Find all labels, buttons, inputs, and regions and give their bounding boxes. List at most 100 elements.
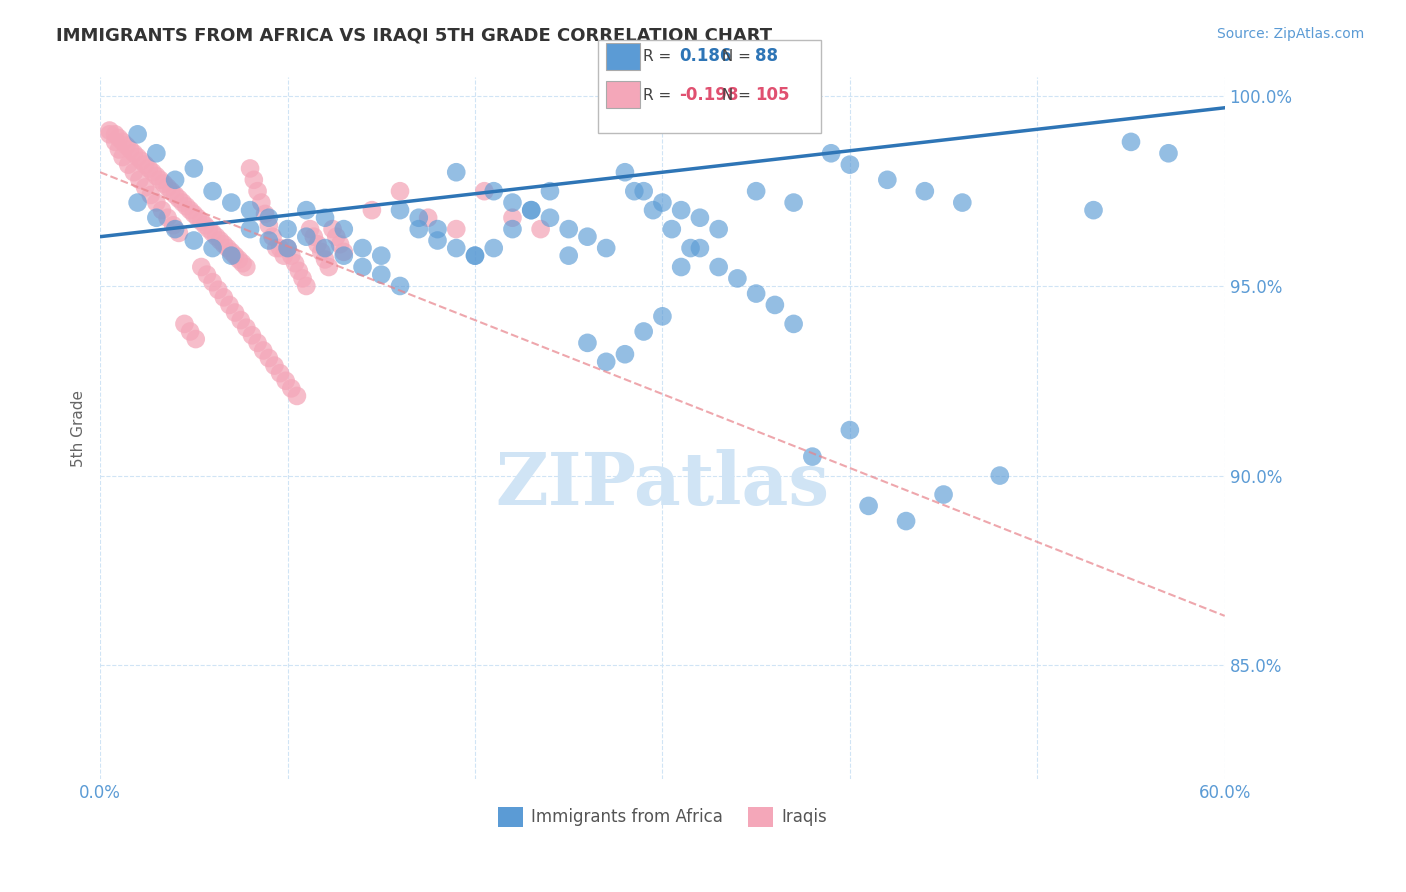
Point — [269, 366, 291, 380]
Point — [179, 203, 201, 218]
Point — [389, 279, 412, 293]
Point — [932, 487, 955, 501]
Point — [280, 249, 302, 263]
Point — [221, 244, 243, 259]
Point — [145, 211, 167, 225]
Point — [426, 234, 449, 248]
Point — [232, 256, 254, 270]
Point — [212, 237, 235, 252]
Point — [115, 138, 138, 153]
Point — [782, 317, 804, 331]
Point — [333, 249, 356, 263]
Point — [221, 195, 243, 210]
Point — [179, 325, 201, 339]
Point — [187, 211, 209, 225]
Text: ZIPatlas: ZIPatlas — [495, 449, 830, 520]
Point — [288, 264, 311, 278]
Point — [318, 260, 340, 274]
Point — [838, 158, 860, 172]
Point — [120, 143, 142, 157]
Point — [299, 222, 322, 236]
Point — [224, 249, 246, 263]
Point — [273, 249, 295, 263]
Point — [153, 177, 176, 191]
Point — [520, 203, 543, 218]
Text: IMMIGRANTS FROM AFRICA VS IRAQI 5TH GRADE CORRELATION CHART: IMMIGRANTS FROM AFRICA VS IRAQI 5TH GRAD… — [56, 27, 772, 45]
Point — [538, 211, 561, 225]
Point — [725, 271, 748, 285]
Point — [352, 241, 374, 255]
Point — [239, 203, 262, 218]
Point — [165, 222, 187, 236]
Point — [156, 180, 179, 194]
Point — [745, 286, 768, 301]
Text: 105: 105 — [755, 87, 790, 104]
Point — [651, 195, 673, 210]
Point — [183, 161, 205, 176]
Point — [426, 222, 449, 236]
Point — [201, 184, 224, 198]
Point — [195, 268, 218, 282]
Point — [623, 184, 645, 198]
Point — [894, 514, 917, 528]
Point — [172, 195, 194, 210]
Point — [950, 195, 973, 210]
Point — [122, 165, 145, 179]
Point — [333, 244, 356, 259]
Point — [389, 203, 412, 218]
Point — [246, 184, 269, 198]
Text: R =: R = — [643, 49, 676, 63]
Point — [914, 184, 936, 198]
Point — [311, 244, 333, 259]
Point — [228, 252, 250, 267]
Point — [131, 153, 153, 168]
Point — [205, 229, 228, 244]
Point — [876, 173, 898, 187]
Point — [669, 203, 692, 218]
Point — [838, 423, 860, 437]
Point — [501, 211, 523, 225]
Point — [167, 192, 190, 206]
Point — [229, 313, 252, 327]
Point — [314, 211, 336, 225]
Point — [235, 320, 257, 334]
Point — [1157, 146, 1180, 161]
Text: N =: N = — [717, 49, 756, 63]
Point — [149, 173, 172, 187]
Point — [295, 203, 318, 218]
Point — [138, 161, 160, 176]
Point — [98, 128, 121, 142]
Point — [295, 279, 318, 293]
Point — [156, 211, 179, 225]
Point — [150, 203, 173, 218]
Point — [1083, 203, 1105, 218]
Point — [127, 150, 149, 164]
Point — [651, 310, 673, 324]
Point — [418, 211, 440, 225]
Text: -0.198: -0.198 — [679, 87, 738, 104]
Point — [246, 335, 269, 350]
Point — [707, 222, 730, 236]
Point — [595, 355, 617, 369]
Point — [176, 199, 198, 213]
Point — [257, 211, 280, 225]
Point — [108, 131, 131, 145]
Point — [221, 249, 243, 263]
Point — [160, 184, 183, 198]
Point — [291, 271, 314, 285]
Point — [173, 317, 195, 331]
Point — [707, 260, 730, 274]
Point — [370, 268, 392, 282]
Point — [117, 158, 139, 172]
Point — [820, 146, 842, 161]
Point — [217, 241, 239, 255]
Point — [307, 237, 329, 252]
Point — [224, 305, 246, 319]
Point — [145, 169, 167, 183]
Point — [183, 207, 205, 221]
Point — [134, 180, 156, 194]
Point — [235, 260, 257, 274]
Point — [250, 195, 273, 210]
Point — [201, 275, 224, 289]
Point — [285, 389, 308, 403]
